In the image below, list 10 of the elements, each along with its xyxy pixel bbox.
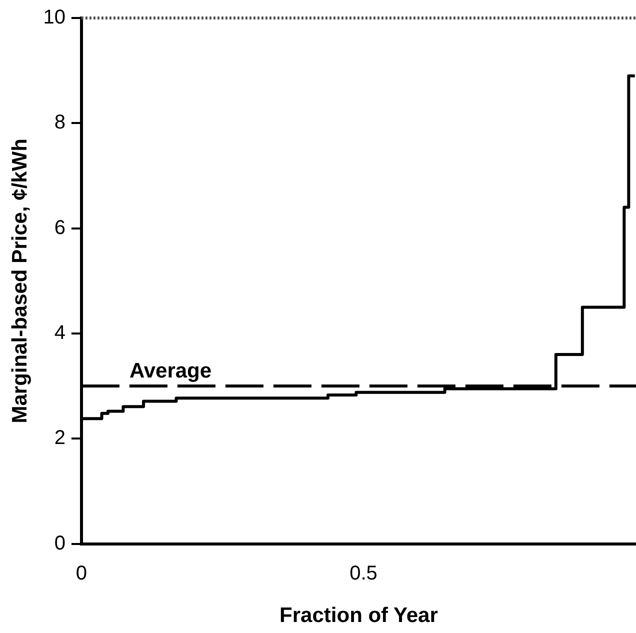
ref-line-label: Average <box>129 359 212 382</box>
y-tick-label: 0 <box>54 532 66 554</box>
y-tick-label: 8 <box>54 112 66 134</box>
x-tick-label: 0.5 <box>350 562 378 584</box>
y-axis-title: Marginal-based Price, ¢/kWh <box>8 138 32 424</box>
x-axis-title: Fraction of Year <box>280 604 438 628</box>
y-tick-label: 10 <box>43 6 66 29</box>
y-tick-label: 4 <box>54 322 66 344</box>
y-tick-label: 6 <box>54 216 66 239</box>
y-tick-label: 2 <box>54 427 66 450</box>
